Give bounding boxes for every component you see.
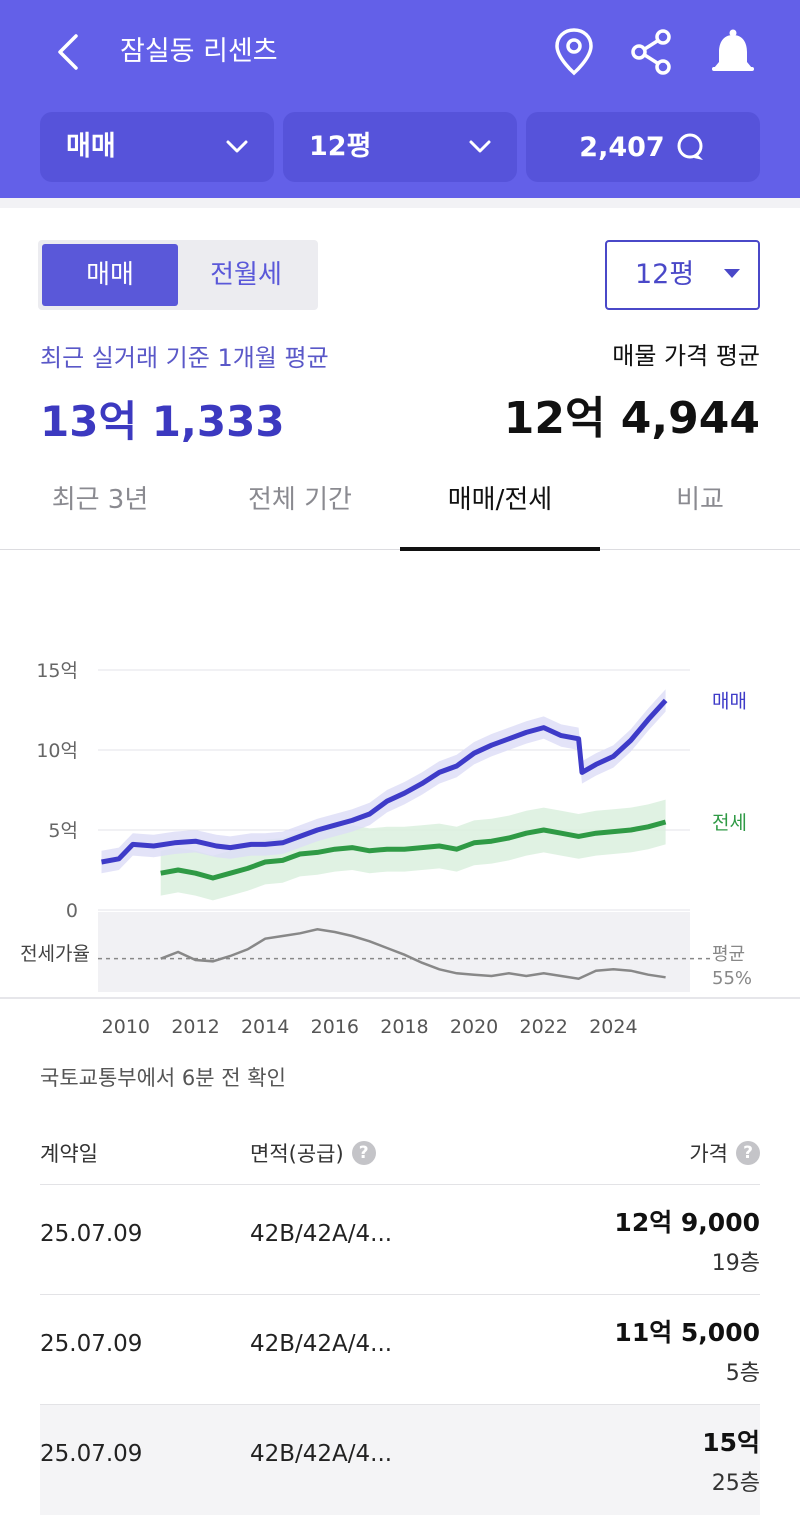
y-tick-label: 10억	[36, 740, 78, 762]
sale-line	[101, 698, 668, 865]
chevron-left-icon	[58, 34, 78, 70]
row-price: 15억	[702, 1428, 760, 1457]
row-floor: 25층	[711, 1471, 760, 1496]
x-tick-label: 2010	[102, 1016, 150, 1038]
ratio-avg-value: 55%	[712, 968, 752, 989]
tab-compare[interactable]: 비교	[676, 485, 724, 515]
x-tick-label: 2022	[520, 1016, 568, 1038]
ratio-label: 전세가율	[20, 943, 90, 965]
size-select[interactable]: 12평	[605, 240, 760, 310]
chevron-down-icon	[226, 140, 248, 153]
y-tick-label: 0	[66, 900, 78, 922]
header-separator	[0, 198, 800, 208]
tab-all-period[interactable]: 전체 기간	[248, 485, 352, 515]
y-tick-label: 5억	[48, 820, 78, 842]
table-row[interactable]: 25.07.09 42B/42A/4... 11억 5,000 5층	[40, 1295, 760, 1405]
recent-avg-value: 13억 1,333	[40, 397, 285, 446]
row-floor: 5층	[725, 1361, 760, 1386]
ratio-avg-label: 평균	[712, 944, 745, 965]
deal-type-label: 매매	[66, 131, 116, 162]
row-date: 25.07.09	[40, 1331, 143, 1357]
table-header-divider	[40, 1184, 760, 1185]
x-tick-label: 2024	[589, 1016, 637, 1038]
col-area-label: 면적(공급)	[250, 1142, 344, 1166]
period-tabs: 최근 3년 전체 기간 매매/전세 비교	[0, 466, 800, 551]
tab-recent-3y[interactable]: 최근 3년	[51, 485, 149, 515]
comments-button[interactable]: 2,407	[526, 112, 760, 182]
notification-button[interactable]	[708, 26, 756, 78]
row-area: 42B/42A/4...	[250, 1221, 393, 1247]
listing-avg-value: 12억 4,944	[503, 393, 760, 444]
x-tick-label: 2020	[450, 1016, 498, 1038]
table-row[interactable]: 25.07.09 42B/42A/4... 12억 9,000 19층	[40, 1185, 760, 1295]
bell-icon	[712, 29, 754, 71]
col-date-label: 계약일	[40, 1142, 98, 1166]
x-tick-label: 2012	[171, 1016, 219, 1038]
help-icon[interactable]: ?	[351, 1141, 376, 1165]
deal-type-dropdown[interactable]: 매매	[40, 112, 274, 182]
app-header: 잠실동 리센츠 매매 12평 2,40	[0, 0, 800, 198]
size-select-value: 12평	[635, 259, 695, 290]
x-tick-label: 2016	[311, 1016, 359, 1038]
speech-bubble-icon	[677, 133, 703, 160]
col-header-price: 가격 ?	[689, 1138, 760, 1168]
row-date: 25.07.09	[40, 1221, 143, 1247]
row-floor: 19층	[711, 1251, 760, 1276]
size-dropdown[interactable]: 12평	[283, 112, 517, 182]
row-price: 12억 9,000	[614, 1208, 760, 1237]
tab-sale-jeonse[interactable]: 매매/전세	[400, 466, 600, 551]
table-row[interactable]: 25.07.09 42B/42A/4... 15억 25층	[40, 1405, 760, 1515]
listing-avg-label: 매물 가격 평균	[612, 342, 760, 370]
toggle-sale[interactable]: 매매	[42, 244, 178, 306]
share-button[interactable]	[628, 26, 676, 78]
chevron-down-icon	[469, 140, 491, 153]
page-title: 잠실동 리센츠	[120, 36, 278, 67]
col-price-label: 가격	[689, 1142, 728, 1166]
jeonse-series-label: 전세	[712, 812, 747, 834]
deal-toggle: 매매 전월세	[38, 240, 318, 310]
share-icon	[631, 29, 671, 75]
caret-down-icon	[724, 269, 740, 278]
jeonse-line	[160, 819, 667, 881]
x-tick-label: 2018	[380, 1016, 428, 1038]
sale-series-label: 매매	[712, 690, 747, 712]
data-source-note: 국토교통부에서 6분 전 확인	[40, 1066, 286, 1090]
ratio-line	[160, 928, 666, 980]
col-header-area: 면적(공급) ?	[250, 1138, 376, 1168]
row-area: 42B/42A/4...	[250, 1441, 393, 1467]
row-area: 42B/42A/4...	[250, 1331, 393, 1357]
size-label: 12평	[309, 131, 372, 162]
row-price: 11억 5,000	[614, 1318, 760, 1347]
toggle-rent[interactable]: 전월세	[210, 260, 282, 290]
chart-separator	[0, 997, 800, 999]
help-icon[interactable]: ?	[736, 1141, 760, 1165]
row-date: 25.07.09	[40, 1441, 143, 1467]
map-pin-icon	[555, 28, 593, 76]
comments-count: 2,407	[579, 131, 665, 163]
col-header-date: 계약일	[40, 1138, 98, 1168]
y-tick-label: 15억	[36, 660, 78, 682]
recent-avg-label: 최근 실거래 기준 1개월 평균	[40, 344, 329, 372]
back-button[interactable]	[50, 28, 90, 76]
x-tick-label: 2014	[241, 1016, 289, 1038]
location-button[interactable]	[550, 26, 598, 78]
